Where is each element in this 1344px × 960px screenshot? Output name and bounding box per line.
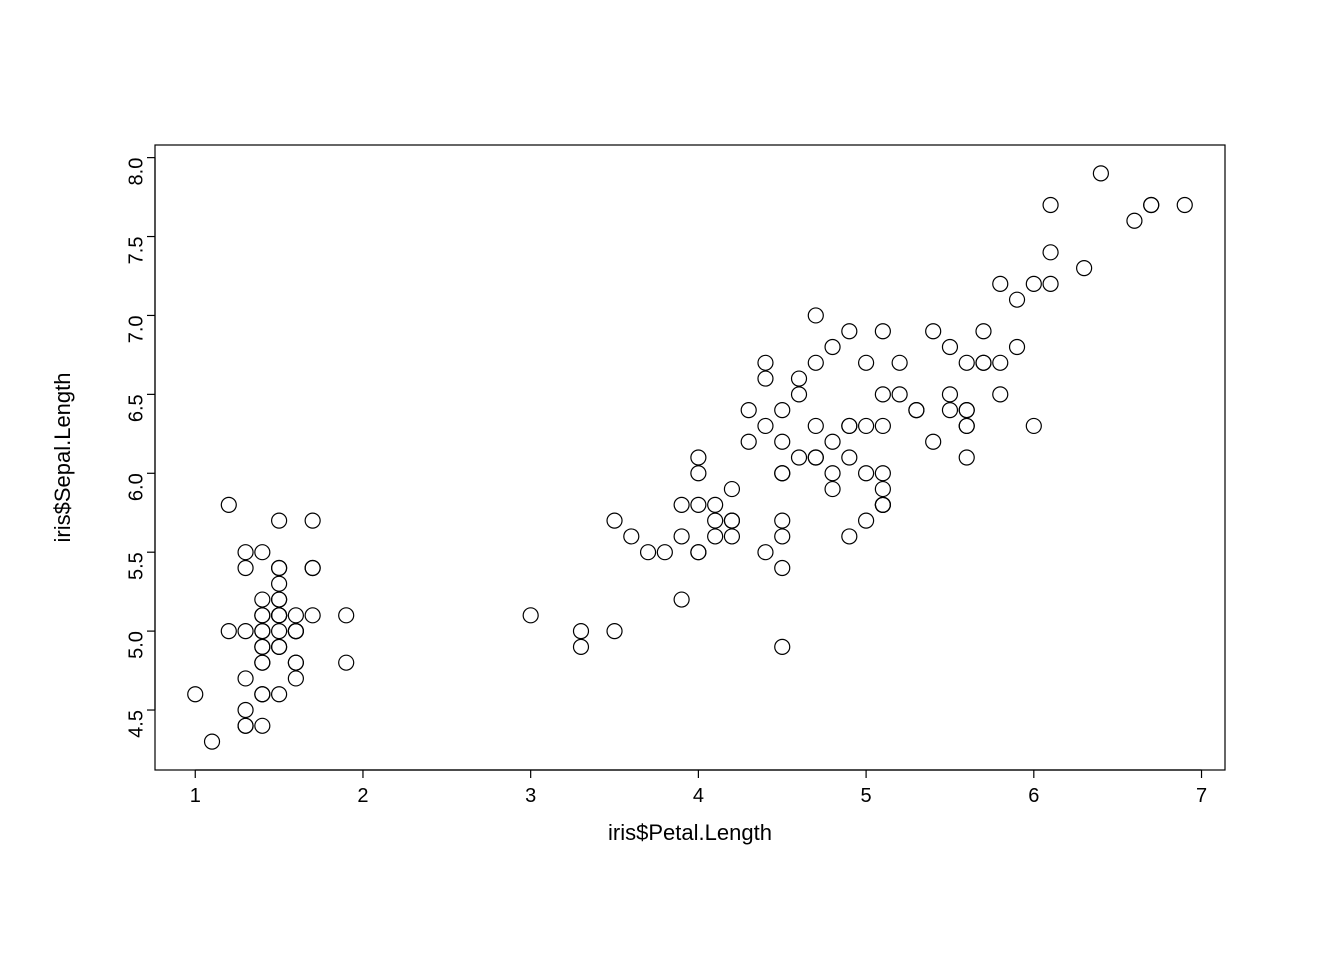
x-axis-label: iris$Petal.Length bbox=[608, 820, 772, 845]
x-tick-label: 7 bbox=[1196, 785, 1207, 807]
y-tick-label: 5.5 bbox=[125, 552, 147, 580]
x-tick-label: 4 bbox=[693, 785, 704, 807]
y-axis-label: iris$Sepal.Length bbox=[50, 372, 75, 542]
y-tick-label: 5.0 bbox=[125, 631, 147, 659]
y-tick-label: 4.5 bbox=[125, 710, 147, 738]
x-tick-label: 2 bbox=[357, 785, 368, 807]
scatter-chart: 1 2 3 4 5 6 7 4.5 5.0 5.5 6.0 6.5 7.0 7.5 8.0 iris$Peta… bbox=[0, 0, 1344, 960]
y-tick-label: 6.0 bbox=[125, 473, 147, 501]
y-tick-label: 6.5 bbox=[125, 394, 147, 422]
chart-canvas: 1 2 3 4 5 6 7 4.5 5.0 5.5 6.0 6.5 7.0 7.5 8.0 iris$Peta… bbox=[0, 0, 1344, 960]
x-tick-label: 1 bbox=[190, 785, 201, 807]
y-tick-label: 7.0 bbox=[125, 315, 147, 343]
y-tick-label: 8.0 bbox=[125, 158, 147, 186]
x-tick-label: 5 bbox=[861, 785, 872, 807]
chart-background bbox=[0, 0, 1344, 960]
y-tick-label: 7.5 bbox=[125, 237, 147, 265]
x-tick-label: 3 bbox=[525, 785, 536, 807]
x-tick-label: 6 bbox=[1028, 785, 1039, 807]
